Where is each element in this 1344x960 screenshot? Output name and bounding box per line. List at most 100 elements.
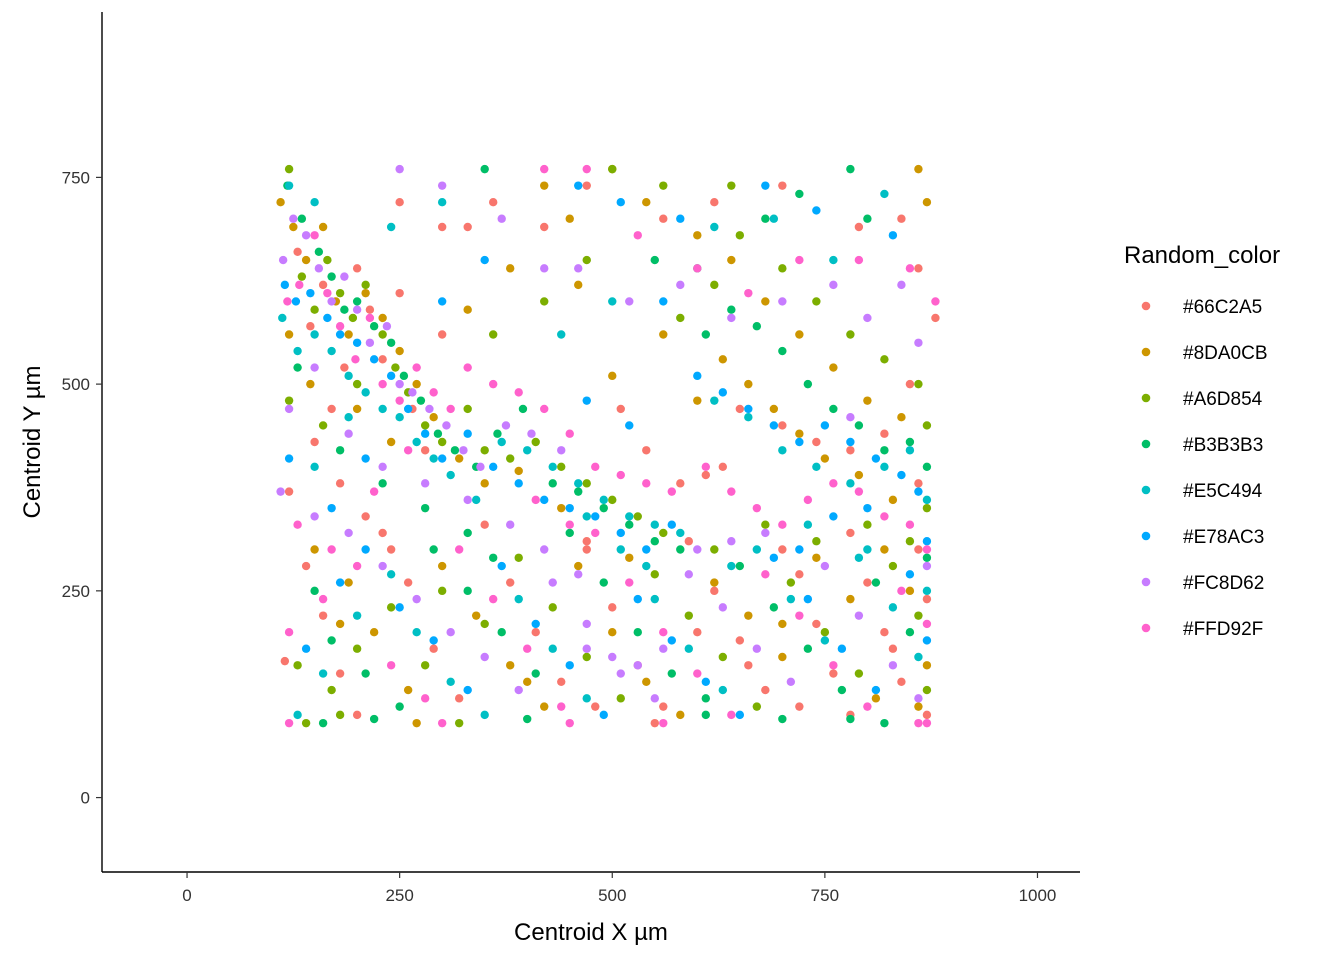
data-point xyxy=(310,305,319,314)
data-point xyxy=(293,661,302,670)
data-point xyxy=(582,512,591,521)
data-point xyxy=(625,297,634,306)
data-point xyxy=(420,694,430,703)
data-point xyxy=(361,280,370,290)
data-point xyxy=(365,338,375,347)
data-point xyxy=(701,710,711,720)
data-point xyxy=(463,404,472,414)
data-point xyxy=(786,578,796,587)
data-point xyxy=(408,388,417,397)
legend-key xyxy=(1141,577,1151,587)
data-point xyxy=(318,594,328,604)
data-point xyxy=(378,404,387,414)
legend-key xyxy=(1141,301,1151,311)
data-point xyxy=(540,702,549,711)
data-point xyxy=(531,627,540,637)
data-point xyxy=(829,512,838,521)
data-point xyxy=(684,611,693,620)
data-point xyxy=(378,462,387,472)
data-point xyxy=(693,669,702,678)
data-point xyxy=(497,561,506,571)
data-point xyxy=(386,661,396,670)
data-point xyxy=(557,503,566,513)
data-point xyxy=(633,512,642,521)
data-point xyxy=(565,718,574,728)
data-point xyxy=(846,479,855,488)
data-point xyxy=(829,255,838,265)
data-point xyxy=(650,255,659,265)
data-point xyxy=(429,454,438,463)
data-point xyxy=(803,495,813,505)
data-point xyxy=(684,537,693,546)
data-point xyxy=(454,718,464,728)
data-point xyxy=(459,446,468,455)
data-point xyxy=(518,404,528,414)
data-point xyxy=(761,297,770,306)
data-point xyxy=(803,644,813,653)
data-point xyxy=(361,288,370,298)
data-point xyxy=(335,619,345,629)
data-point xyxy=(531,619,540,629)
data-point xyxy=(922,586,932,596)
data-point xyxy=(437,718,447,728)
data-point xyxy=(642,479,651,488)
data-point xyxy=(616,470,625,480)
data-point xyxy=(442,421,451,430)
data-point xyxy=(769,553,779,562)
data-point xyxy=(718,685,728,695)
y-axis-title: Centroid Y µm xyxy=(19,365,46,518)
data-point xyxy=(710,578,719,587)
data-point xyxy=(454,454,464,463)
data-point xyxy=(565,429,574,438)
data-point xyxy=(514,479,523,488)
data-point xyxy=(582,181,591,190)
data-point xyxy=(922,553,932,562)
data-point xyxy=(820,627,830,637)
data-point xyxy=(880,355,889,364)
data-point xyxy=(778,297,787,306)
data-point xyxy=(574,280,583,290)
data-point xyxy=(335,479,345,488)
data-point xyxy=(582,619,591,629)
data-point xyxy=(922,421,932,430)
data-point xyxy=(378,355,387,364)
data-point xyxy=(829,363,838,372)
data-point xyxy=(540,297,549,306)
data-point xyxy=(480,164,489,174)
data-point xyxy=(301,561,311,571)
data-point xyxy=(378,479,387,488)
data-point xyxy=(327,545,336,554)
data-point xyxy=(463,685,472,695)
data-point xyxy=(922,462,932,472)
data-point xyxy=(412,594,421,604)
data-point xyxy=(284,718,294,728)
data-point xyxy=(340,272,349,281)
data-point xyxy=(846,412,855,422)
data-point xyxy=(429,644,438,653)
x-tick-label: 750 xyxy=(811,886,839,905)
data-point xyxy=(820,454,830,463)
data-point xyxy=(752,702,762,711)
data-point xyxy=(531,437,540,447)
data-point xyxy=(463,305,472,314)
data-point xyxy=(557,702,566,711)
data-point xyxy=(769,603,779,612)
data-point xyxy=(446,677,455,687)
data-point xyxy=(335,288,345,298)
data-point xyxy=(463,429,472,438)
data-point xyxy=(701,694,711,703)
data-point xyxy=(625,520,634,529)
data-point xyxy=(352,305,362,314)
data-point xyxy=(888,661,898,670)
data-point xyxy=(548,479,557,488)
data-point xyxy=(395,396,404,405)
data-point xyxy=(471,611,481,620)
y-tick-label: 250 xyxy=(62,582,90,601)
data-point xyxy=(625,578,634,587)
data-point xyxy=(922,710,932,720)
data-point xyxy=(280,280,290,290)
data-point xyxy=(693,396,702,405)
data-point xyxy=(284,454,294,463)
data-point xyxy=(386,545,396,554)
data-point xyxy=(301,231,311,240)
